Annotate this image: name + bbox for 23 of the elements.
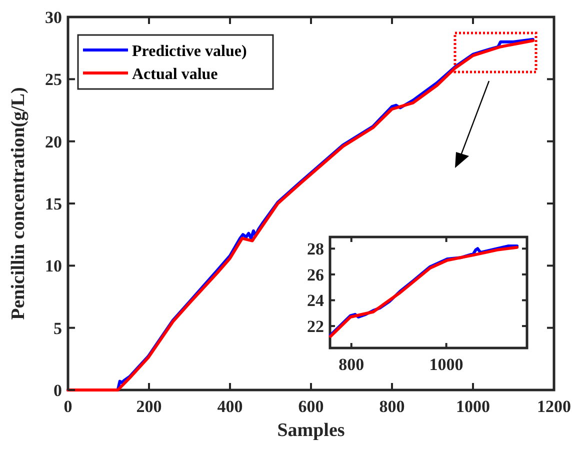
y-tick-label: 25	[45, 70, 62, 90]
x-axis-title: Samples	[277, 420, 345, 441]
y-tick-label: 22	[307, 317, 324, 336]
x-tick-label: 600	[298, 397, 324, 416]
legend-label: Actual value	[132, 66, 218, 83]
y-tick-label: 30	[45, 8, 62, 27]
y-axis-title: Penicillin concentration(g/L)	[8, 87, 29, 320]
x-tick-label: 1000	[456, 397, 490, 416]
legend-label: Predictive value)	[132, 43, 247, 60]
x-tick-label: 200	[136, 397, 162, 416]
y-tick-label: 24	[307, 291, 324, 310]
y-tick-label: 5	[54, 318, 62, 338]
x-tick-label: 1200	[537, 397, 571, 416]
y-tick-label: 10	[45, 256, 62, 276]
y-tick-label: 20	[45, 132, 62, 152]
y-tick-label: 26	[307, 265, 324, 284]
y-tick-label: 28	[307, 240, 324, 259]
y-tick-label: 15	[45, 194, 62, 214]
x-tick-label: 1000	[429, 355, 464, 374]
y-tick-label: 0	[54, 381, 62, 400]
x-tick-label: 400	[217, 397, 243, 416]
x-tick-label: 800	[379, 397, 405, 416]
x-tick-label: 800	[338, 355, 364, 374]
